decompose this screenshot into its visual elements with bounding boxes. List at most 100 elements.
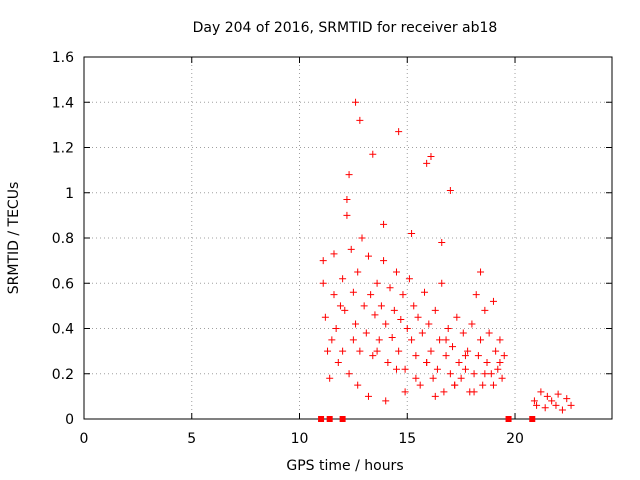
- data-point: [421, 288, 429, 296]
- data-point: [332, 325, 340, 332]
- data-point: [489, 297, 497, 305]
- data-point: [354, 381, 362, 389]
- y-tick-label: 0.4: [52, 322, 74, 338]
- data-point: [470, 370, 478, 378]
- data-point: [541, 404, 549, 412]
- data-point: [461, 365, 469, 373]
- data-point: [468, 320, 476, 328]
- data-point: [431, 392, 439, 400]
- data-point: [388, 334, 396, 342]
- data-point: [369, 352, 377, 360]
- data-point: [558, 406, 566, 414]
- data-point: [384, 358, 392, 366]
- data-point: [461, 352, 469, 360]
- data-point: [472, 291, 480, 299]
- data-point: [481, 306, 489, 314]
- data-point: [505, 416, 512, 422]
- data-point: [451, 381, 459, 389]
- y-tick-label: 0.8: [52, 231, 74, 247]
- data-point: [537, 388, 545, 396]
- data-point: [446, 370, 454, 378]
- x-tick-label: 10: [291, 431, 309, 447]
- data-point: [498, 374, 506, 382]
- data-point: [453, 313, 461, 321]
- data-point: [367, 291, 375, 299]
- axis-ticks: 0 0.2 0.4 0.6 0.8 1 1.2 1.4 1.6 0 5 10 15 20: [52, 50, 612, 447]
- data-point: [442, 352, 450, 360]
- x-axis-label: GPS time / hours: [286, 458, 403, 474]
- data-point: [446, 186, 454, 194]
- data-point: [455, 358, 463, 366]
- y-tick-label: 0: [65, 412, 74, 428]
- data-point: [408, 229, 416, 237]
- data-point: [324, 347, 332, 355]
- data-point: [392, 268, 400, 276]
- data-point: [352, 98, 360, 106]
- data-point: [390, 306, 398, 314]
- data-point: [330, 250, 338, 258]
- data-point: [500, 352, 508, 360]
- data-point: [386, 284, 394, 292]
- data-point: [339, 347, 347, 355]
- x-tick-label: 20: [506, 431, 524, 447]
- data-point: [440, 388, 448, 396]
- data-point: [418, 329, 426, 337]
- data-point: [343, 211, 351, 219]
- data-point: [377, 302, 385, 310]
- data-point: [416, 381, 424, 389]
- data-point: [360, 302, 368, 310]
- data-point: [326, 374, 334, 382]
- data-point: [369, 150, 377, 158]
- data-point: [345, 370, 353, 378]
- data-point: [477, 336, 485, 344]
- data-point: [494, 365, 502, 373]
- data-point: [354, 268, 362, 276]
- data-point: [427, 153, 435, 161]
- data-point: [319, 279, 327, 287]
- data-point: [401, 365, 409, 373]
- data-point: [423, 159, 431, 167]
- data-point: [349, 288, 357, 296]
- data-point: [442, 336, 450, 344]
- data-point: [438, 279, 446, 287]
- data-point: [470, 388, 478, 396]
- data-point: [459, 329, 467, 337]
- data-point: [395, 128, 403, 136]
- data-point: [375, 336, 383, 344]
- data-point: [339, 275, 347, 283]
- data-point: [358, 234, 366, 242]
- y-tick-label: 0.2: [52, 367, 74, 383]
- data-point: [356, 116, 364, 124]
- y-tick-label: 1.2: [52, 141, 74, 157]
- data-point: [362, 329, 370, 337]
- data-point: [382, 397, 390, 405]
- data-point: [349, 336, 357, 344]
- data-point: [436, 336, 444, 344]
- data-point: [373, 347, 381, 355]
- data-point: [474, 352, 482, 360]
- y-tick-label: 0.6: [52, 276, 74, 292]
- data-point: [380, 257, 388, 265]
- data-point: [334, 358, 342, 366]
- data-point: [352, 320, 360, 328]
- data-point: [548, 397, 556, 405]
- grid-lines: [84, 57, 612, 419]
- data-point: [449, 343, 457, 351]
- data-point: [408, 336, 416, 344]
- data-point: [321, 313, 329, 321]
- data-point: [496, 358, 504, 366]
- data-point: [410, 302, 418, 310]
- data-point: [554, 390, 562, 398]
- data-point: [479, 381, 487, 389]
- x-tick-label: 5: [187, 431, 196, 447]
- data-point: [371, 311, 379, 319]
- data-point: [356, 347, 364, 355]
- data-point: [397, 315, 405, 323]
- y-tick-label: 1: [65, 186, 74, 202]
- data-point: [427, 347, 435, 355]
- data-point: [552, 401, 560, 409]
- data-point: [328, 336, 336, 344]
- data-point: [412, 352, 420, 360]
